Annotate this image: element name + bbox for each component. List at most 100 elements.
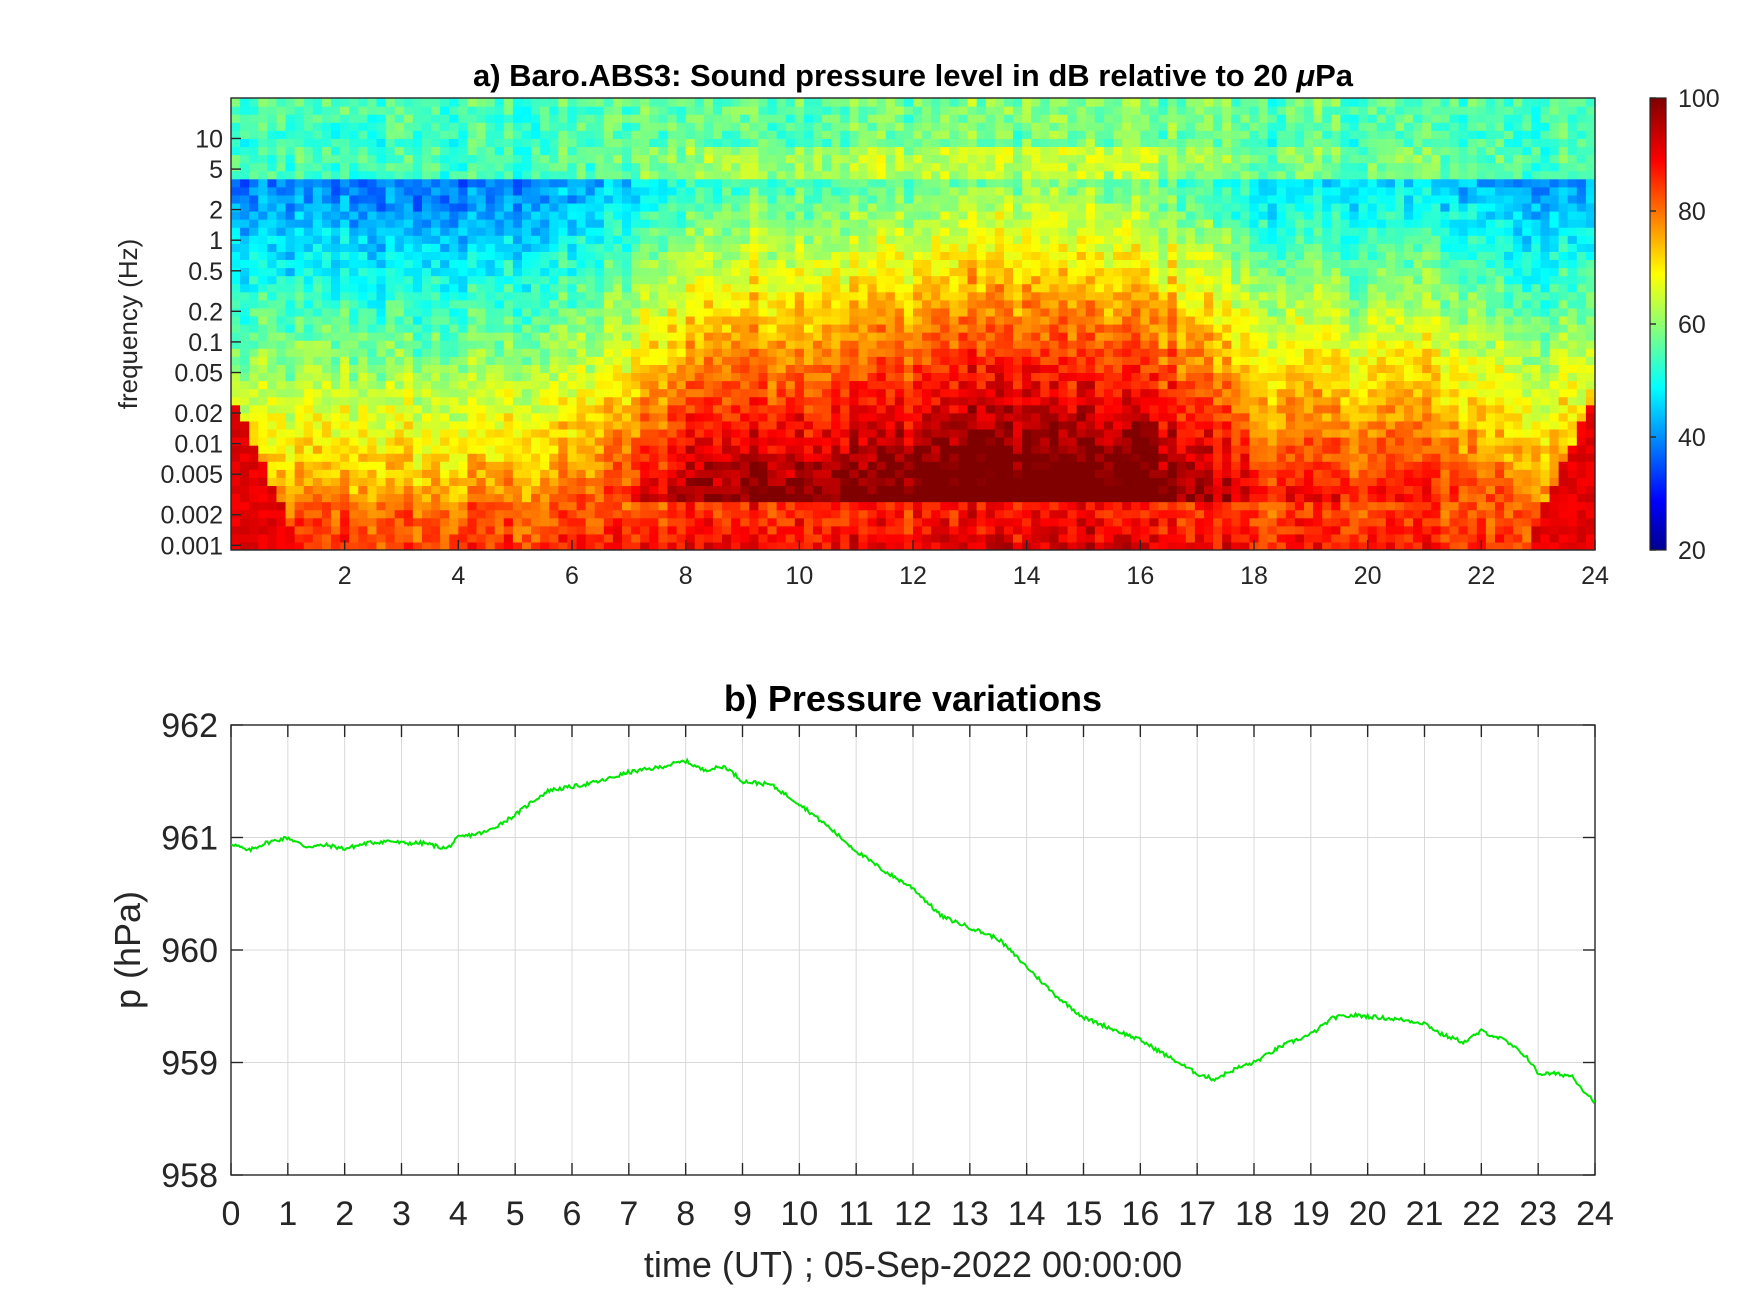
heatmap-cell [631, 324, 641, 333]
heatmap-cell [240, 146, 250, 156]
heatmap-cell [249, 477, 259, 487]
heatmap-cell [949, 106, 960, 115]
heatmap-cell [1022, 194, 1032, 204]
heatmap-cell [594, 170, 605, 180]
heatmap-cell [567, 259, 578, 269]
heatmap-cell [303, 517, 314, 527]
heatmap-cell [758, 388, 769, 398]
heatmap-cell [876, 251, 887, 261]
heatmap-cell [567, 267, 578, 277]
heatmap-cell [712, 283, 723, 293]
heatmap-cell [794, 219, 805, 228]
heatmap-cell [631, 259, 641, 269]
heatmap-cell [285, 219, 296, 228]
heatmap-cell [685, 315, 696, 325]
heatmap-cell [249, 275, 259, 285]
heatmap-cell [367, 340, 378, 349]
heatmap-cell [567, 283, 578, 293]
heatmap-cell [358, 380, 368, 390]
heatmap-cell [485, 178, 496, 188]
heatmap-cell [421, 299, 432, 309]
heatmap-cell [1031, 348, 1041, 357]
heatmap-cell [340, 356, 350, 365]
heatmap-cell [476, 348, 487, 357]
heatmap-cell [622, 114, 632, 123]
heatmap-cell [885, 324, 896, 333]
heatmap-cell [485, 307, 496, 317]
heatmap-cell [967, 315, 978, 325]
heatmap-cell [294, 98, 305, 107]
heatmap-cell [540, 275, 550, 285]
heatmap-cell [967, 202, 978, 212]
heatmap-cell [285, 283, 296, 293]
heatmap-cell [949, 380, 960, 390]
heatmap-cell [558, 453, 569, 462]
heatmap-cell [231, 170, 241, 180]
heatmap-cell [258, 283, 268, 293]
heatmap-cell [1022, 501, 1032, 511]
heatmap-cell [858, 469, 869, 478]
heatmap-cell [249, 186, 259, 196]
heatmap-cell [1031, 493, 1041, 503]
heatmap-cell [421, 211, 432, 220]
heatmap-cell [885, 275, 896, 285]
heatmap-cell [903, 235, 914, 244]
heatmap-cell [303, 186, 314, 196]
heatmap-cell [731, 453, 741, 462]
heatmap-cell [385, 541, 396, 550]
heatmap-cell [321, 98, 332, 107]
heatmap-cell [549, 412, 559, 422]
heatmap-cell [612, 445, 623, 454]
heatmap-cell [703, 501, 714, 511]
heatmap-cell [858, 437, 869, 446]
heatmap-cell [622, 428, 632, 438]
heatmap-cell [985, 235, 996, 244]
heatmap-cell [376, 388, 387, 398]
heatmap-cell [358, 275, 368, 285]
heatmap-cell [485, 106, 496, 115]
heatmap-cell [558, 122, 569, 131]
heatmap-cell [903, 324, 914, 333]
heatmap-cell [976, 98, 987, 107]
heatmap-cell [822, 525, 832, 535]
heatmap-cell [603, 356, 614, 365]
heatmap-cell [576, 162, 587, 172]
heatmap-cell [267, 235, 278, 244]
heatmap-cell [949, 533, 960, 543]
heatmap-cell [885, 388, 896, 398]
heatmap-cell [676, 453, 687, 462]
heatmap-cell [1022, 380, 1032, 390]
heatmap-cell [549, 98, 559, 107]
heatmap-cell [1031, 146, 1041, 156]
heatmap-cell [667, 243, 678, 252]
heatmap-cell [394, 356, 405, 365]
heatmap-cell [976, 186, 987, 196]
heatmap-cell [458, 412, 469, 422]
heatmap-cell [858, 146, 869, 156]
heatmap-cell [276, 114, 287, 123]
heatmap-cell [785, 380, 796, 390]
heatmap-cell [376, 493, 387, 503]
heatmap-cell [976, 356, 987, 365]
heatmap-cell [849, 388, 860, 398]
heatmap-cell [549, 122, 559, 131]
heatmap-cell [958, 259, 969, 269]
heatmap-cell [403, 445, 414, 454]
heatmap-cell [567, 332, 578, 341]
heatmap-cell [567, 477, 578, 487]
heatmap-cell [276, 154, 287, 164]
heatmap-cell [985, 283, 996, 293]
heatmap-cell [1031, 445, 1041, 454]
heatmap-cell [567, 211, 578, 220]
heatmap-cell [558, 348, 569, 357]
heatmap-cell [349, 356, 359, 365]
heatmap-cell [249, 162, 259, 172]
heatmap-cell [294, 202, 305, 212]
heatmap-cell [376, 267, 387, 277]
heatmap-cell [376, 396, 387, 406]
heatmap-cell [349, 162, 359, 172]
heatmap-cell [358, 307, 368, 317]
heatmap-cell [1031, 98, 1041, 107]
heatmap-cell [494, 412, 505, 422]
heatmap-cell [476, 178, 487, 188]
